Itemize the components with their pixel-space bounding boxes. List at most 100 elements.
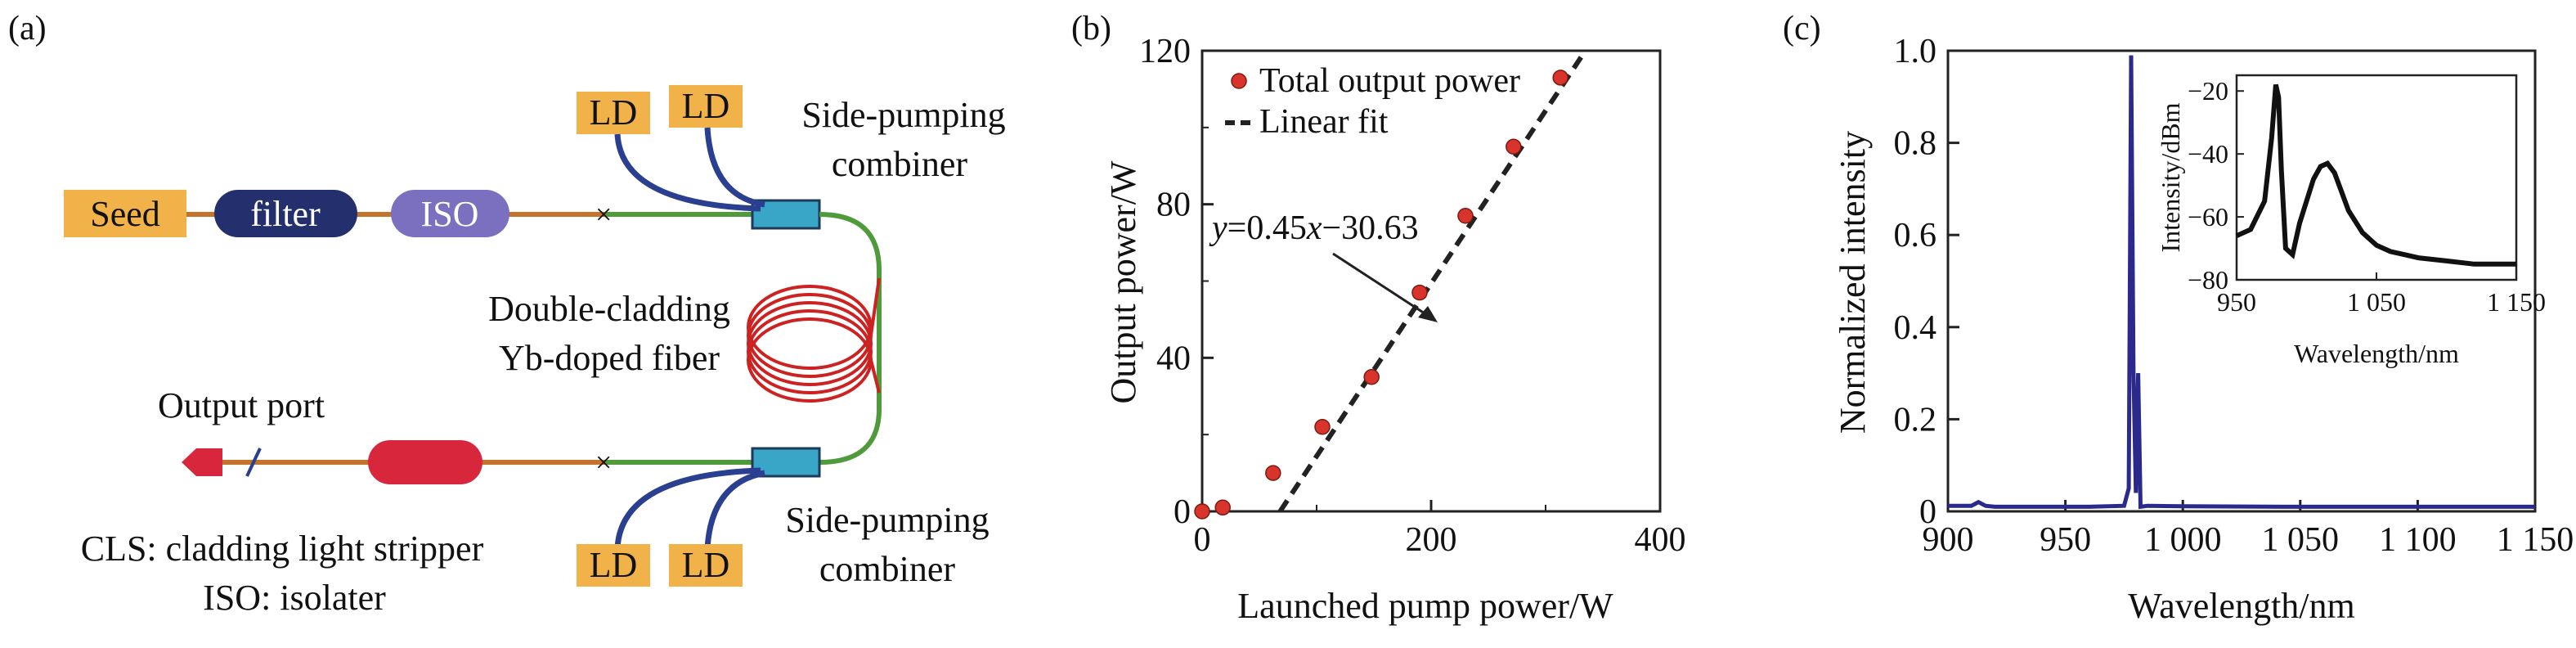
- y-axis-label-c: Normalized intensity: [1833, 131, 1873, 434]
- panel-b-tag: (b): [1071, 10, 1111, 47]
- ld-top-2: [669, 85, 743, 128]
- ld-bottom-2-label: LD: [682, 545, 730, 585]
- equation-arrow: [1332, 252, 1428, 317]
- inset-spectrum-line: [2235, 83, 2516, 267]
- data-point: [1265, 465, 1281, 481]
- output-facet: [245, 448, 262, 477]
- legend-marker-points: [1231, 73, 1247, 89]
- fit-layer-b: [1277, 49, 1588, 513]
- pump-fiber-top-1: [614, 133, 761, 212]
- data-point: [1194, 503, 1210, 520]
- ld-bottom-1: [577, 544, 650, 587]
- spectrum-line: [1948, 55, 2535, 510]
- splice-top: ×: [595, 198, 612, 231]
- data-point: [1363, 369, 1380, 385]
- x-tick-label: 1 050: [2262, 521, 2340, 559]
- legend-label-fit: Linear fit: [1259, 103, 1389, 141]
- data-point: [1457, 207, 1474, 224]
- panel-b-power-chart: (b) 0 200 400 0 40 80 120 Total output power L…: [1055, 0, 1766, 644]
- inset-y-tick-label: −20: [2188, 76, 2228, 106]
- data-point: [1314, 419, 1331, 435]
- pump-fiber-bottom-2: [704, 470, 765, 549]
- inset-x-label: Wavelength/nm: [2294, 339, 2459, 368]
- x-tick-label: 900: [1923, 521, 1974, 559]
- x-tick-label: 1 000: [2144, 521, 2222, 559]
- data-point: [1214, 499, 1231, 516]
- cls-box: [368, 440, 482, 484]
- filter-label: filter: [250, 194, 321, 234]
- y-tick-label: 40: [1156, 340, 1191, 377]
- y-tick-label: 120: [1139, 33, 1191, 70]
- iso-label: ISO: [421, 194, 479, 234]
- combiner-bottom-label-1: Side-pumping: [785, 500, 989, 540]
- data-point: [1411, 284, 1428, 301]
- linear-fit-line: [1277, 49, 1588, 513]
- output-arrow-icon: [182, 448, 222, 476]
- y-tick-label: 0.2: [1894, 401, 1937, 439]
- y-axis-label-b: Output power/W: [1103, 160, 1143, 403]
- ld-bottom-2: [669, 544, 743, 587]
- legend-label-points: Total output power: [1259, 62, 1520, 100]
- spectrum-chart: (c) 900 950 1 000 1 050 1 100 1 150 0 0.2 0.4 0.6…: [1783, 10, 2574, 626]
- equation-arrowhead: [1418, 306, 1438, 322]
- fit-equation: y=0.45x−30.63: [1209, 209, 1419, 247]
- note-iso: ISO: isolater: [203, 578, 386, 618]
- inset-x-tick-label: 1 150: [2487, 287, 2546, 317]
- x-tick-label: 1 100: [2379, 521, 2457, 559]
- ld-top-2-label: LD: [682, 86, 730, 126]
- combiner-top-label-2: combiner: [832, 144, 968, 184]
- y-tick-label: 1.0: [1894, 33, 1937, 70]
- x-axis-label-b: Launched pump power/W: [1237, 586, 1613, 626]
- panel-a-setup: (a) × Seed filter ISO LD LD Side-pumping…: [0, 0, 1088, 644]
- inset-y-tick-label: −80: [2188, 265, 2228, 295]
- setup-diagram: (a) × Seed filter ISO LD LD Side-pumping…: [8, 10, 1006, 618]
- tick-layer-c: 900 950 1 000 1 050 1 100 1 150 0 0.2 0.4 0.6 0.8 1…: [1894, 33, 2574, 559]
- inset-y-tick-label: −40: [2188, 139, 2228, 169]
- spectrum-line-layer: [1948, 55, 2535, 510]
- tick-layer-b: 0 200 400 0 40 80 120: [1139, 33, 1686, 559]
- fiber-label-2: Yb-doped fiber: [499, 338, 720, 378]
- x-tick-label: 1 150: [2497, 521, 2574, 559]
- ld-top-1: [577, 92, 650, 134]
- x-tick-label: 950: [2040, 521, 2091, 559]
- fiber-label-1: Double-cladding: [488, 289, 730, 329]
- combiner-top-label-1: Side-pumping: [801, 95, 1005, 135]
- inset-y-label: Intensity/dBm: [2156, 102, 2185, 252]
- splice-bottom: ×: [595, 446, 612, 479]
- ld-top-1-label: LD: [590, 92, 638, 133]
- x-axis-label-c: Wavelength/nm: [2128, 586, 2355, 626]
- y-tick-label: 0.8: [1894, 125, 1937, 163]
- fiber-loop-green: [819, 212, 882, 465]
- seed-label: Seed: [90, 194, 160, 234]
- y-tick-label: 0: [1919, 493, 1936, 531]
- pump-fiber-top-2: [704, 127, 765, 208]
- panel-c-tag: (c): [1783, 10, 1821, 47]
- inset-layer: 950 1 050 1 150 −20 −40 −60 −80: [2188, 76, 2546, 317]
- ld-bottom-1-label: LD: [590, 545, 638, 585]
- coil-leads: [869, 277, 881, 394]
- x-tick-label: 200: [1406, 521, 1457, 559]
- inset-y-tick-label: −60: [2188, 202, 2228, 232]
- data-point: [1552, 70, 1568, 86]
- data-point: [1506, 138, 1522, 155]
- points-layer-b: [1194, 70, 1568, 520]
- y-tick-label: 0.6: [1894, 217, 1937, 254]
- y-tick-label: 80: [1156, 187, 1191, 224]
- inset-x-tick-label: 1 050: [2347, 287, 2406, 317]
- output-port-label: Output port: [158, 385, 325, 425]
- y-tick-label: 0: [1174, 493, 1191, 531]
- x-tick-label: 0: [1194, 521, 1211, 559]
- seed-box: [64, 190, 186, 237]
- plot-frame-b: [1200, 49, 1662, 513]
- power-chart: (b) 0 200 400 0 40 80 120 Total output power L…: [1071, 10, 1686, 626]
- note-cls: CLS: cladding light stripper: [81, 529, 484, 569]
- panel-c-spectrum-chart: (c) 900 950 1 000 1 050 1 100 1 150 0 0.2 0.4 0.6…: [1766, 0, 2576, 644]
- filter-box: [214, 190, 357, 237]
- x-tick-label: 400: [1635, 521, 1686, 559]
- pump-fiber-bottom-1: [614, 467, 761, 549]
- fiber-coil: [747, 285, 873, 403]
- panel-a-tag: (a): [8, 10, 47, 47]
- y-tick-label: 0.4: [1894, 309, 1937, 347]
- combiner-bottom-label-2: combiner: [819, 549, 956, 589]
- inset-x-tick-label: 950: [2217, 287, 2256, 317]
